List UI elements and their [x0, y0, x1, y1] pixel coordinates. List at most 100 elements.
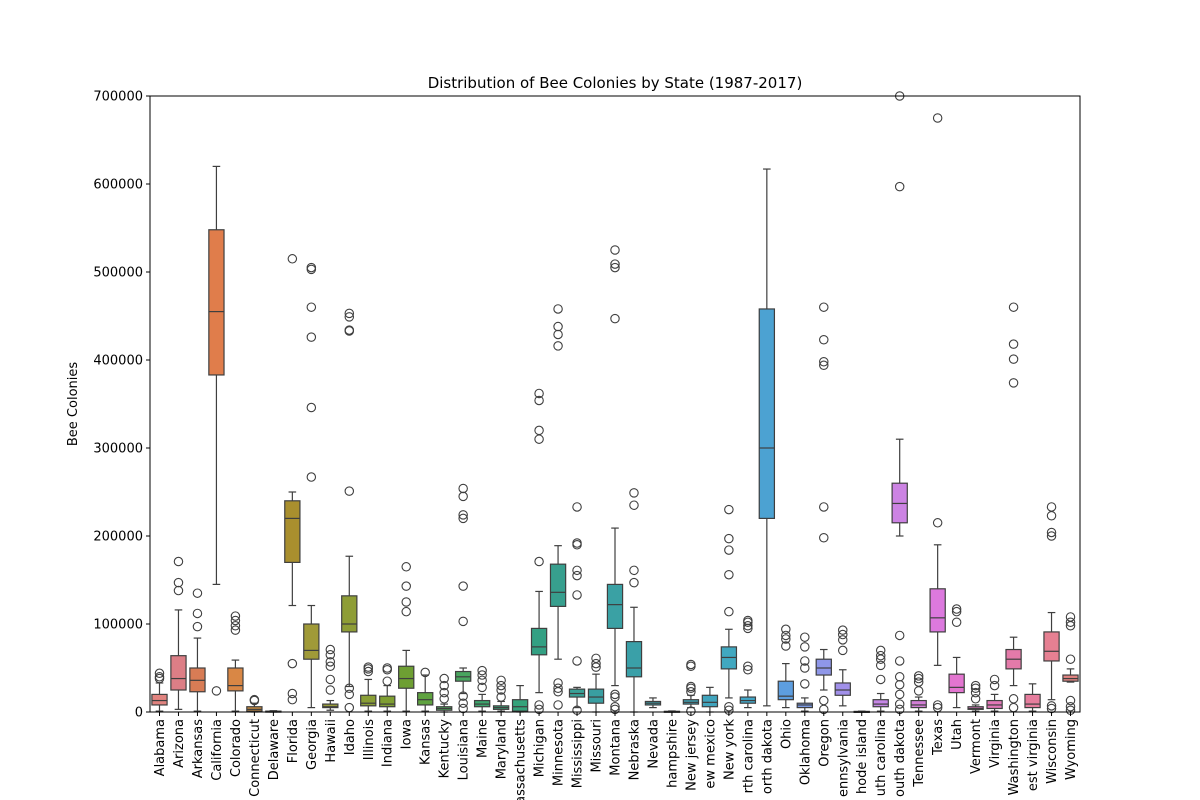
box-north-carolina — [739, 615, 757, 709]
iqr-box — [284, 500, 301, 563]
outlier-point — [838, 629, 848, 640]
iqr-box — [606, 583, 624, 630]
x-tick-label: Arizona — [172, 719, 187, 768]
outlier-point — [989, 680, 1000, 691]
outlier-point — [610, 259, 620, 269]
outlier-point — [496, 675, 506, 686]
outlier-point — [477, 675, 487, 686]
outlier-point — [743, 621, 753, 631]
box-oregon — [815, 302, 832, 715]
box-arkansas — [189, 588, 206, 712]
box-illinois — [360, 662, 377, 712]
outlier-point — [1008, 354, 1019, 364]
iqr-box — [227, 667, 244, 692]
outlier-point — [154, 668, 165, 679]
outlier-point — [306, 402, 317, 413]
outlier-point — [458, 510, 468, 520]
box-utah — [948, 604, 965, 709]
outlier-point — [553, 321, 563, 332]
x-tick-label: Oregon — [817, 719, 832, 767]
iqr-box — [303, 623, 320, 660]
outlier-point — [838, 635, 848, 645]
iqr-box — [170, 655, 187, 691]
outlier-point — [1065, 612, 1076, 622]
outlier-point — [1065, 701, 1076, 712]
outlier-point — [800, 642, 810, 652]
outlier-point — [1065, 654, 1076, 664]
outlier-point — [1046, 527, 1057, 538]
x-tick-label: New york — [722, 719, 737, 780]
outlier-point — [211, 686, 222, 696]
outlier-point — [420, 667, 430, 678]
outlier-point — [913, 671, 924, 681]
x-tick-label: est virginia — [1026, 719, 1041, 791]
outlier-point — [496, 680, 506, 691]
outlier-point — [192, 608, 203, 619]
iqr-box — [417, 692, 434, 706]
outlier-point — [534, 556, 544, 567]
outlier-point — [344, 689, 355, 700]
box-kansas — [417, 667, 434, 712]
outlier-point — [458, 616, 468, 627]
outlier-point — [1046, 701, 1057, 711]
outlier-point — [781, 630, 791, 641]
box-idaho — [341, 308, 358, 713]
outlier-point — [894, 689, 905, 700]
outlier-point — [951, 617, 962, 627]
outlier-point — [173, 577, 184, 588]
outlier-point — [534, 700, 544, 710]
outlier-point — [1046, 502, 1057, 512]
outlier-point — [325, 644, 336, 655]
x-tick-label: Indiana — [381, 719, 396, 767]
outlier-point — [572, 502, 582, 512]
box-maine — [473, 665, 491, 712]
outlier-point — [1065, 695, 1076, 706]
x-tick-label: Kentucky — [438, 719, 453, 779]
box-maryland — [492, 675, 510, 712]
outlier-point — [800, 632, 810, 642]
box-mississippi — [568, 502, 586, 715]
outlier-point — [553, 329, 563, 340]
outlier-point — [819, 533, 829, 543]
outlier-point — [932, 700, 943, 710]
outlier-point — [591, 658, 601, 669]
x-tick-label: Alabama — [153, 719, 168, 776]
box-arizona — [170, 556, 187, 710]
outlier-point — [325, 685, 336, 695]
box-florida — [284, 254, 301, 705]
outlier-point — [913, 677, 924, 687]
outlier-point — [724, 533, 734, 544]
outlier-point — [819, 335, 829, 345]
x-tick-label: Maine — [476, 719, 491, 758]
x-tick-label: Wisconsin — [1045, 719, 1060, 784]
x-tick-label: Wyoming — [1064, 719, 1079, 780]
box-west-virginia — [1024, 683, 1041, 712]
outlier-point — [382, 663, 392, 673]
outlier-point — [572, 565, 582, 576]
box-nebraska — [625, 488, 643, 713]
outlier-point — [477, 665, 487, 676]
y-tick-label: 100000 — [93, 618, 143, 633]
y-tick-label: 400000 — [93, 354, 143, 369]
iqr-box — [625, 640, 643, 678]
outlier-point — [401, 581, 411, 591]
box-new-york — [720, 504, 738, 715]
x-tick-label: Colorado — [229, 719, 244, 777]
outlier-point — [344, 702, 355, 713]
iqr-box — [1024, 693, 1041, 709]
outlier-point — [325, 661, 336, 671]
outlier-point — [306, 302, 317, 312]
outlier-point — [306, 472, 317, 482]
x-tick-label: Florida — [286, 719, 301, 763]
x-tick-label: Iowa — [400, 719, 415, 749]
x-tick-label: outh dakota — [893, 719, 908, 797]
x-tick-label: New jersey — [684, 719, 699, 791]
box-montana — [606, 245, 624, 715]
outlier-point — [192, 621, 203, 632]
box-vermont — [967, 680, 984, 712]
outlier-point — [458, 698, 468, 708]
outlier-point — [458, 581, 468, 591]
outlier-point — [287, 694, 298, 705]
outlier-point — [325, 650, 336, 660]
outlier-point — [819, 695, 829, 706]
